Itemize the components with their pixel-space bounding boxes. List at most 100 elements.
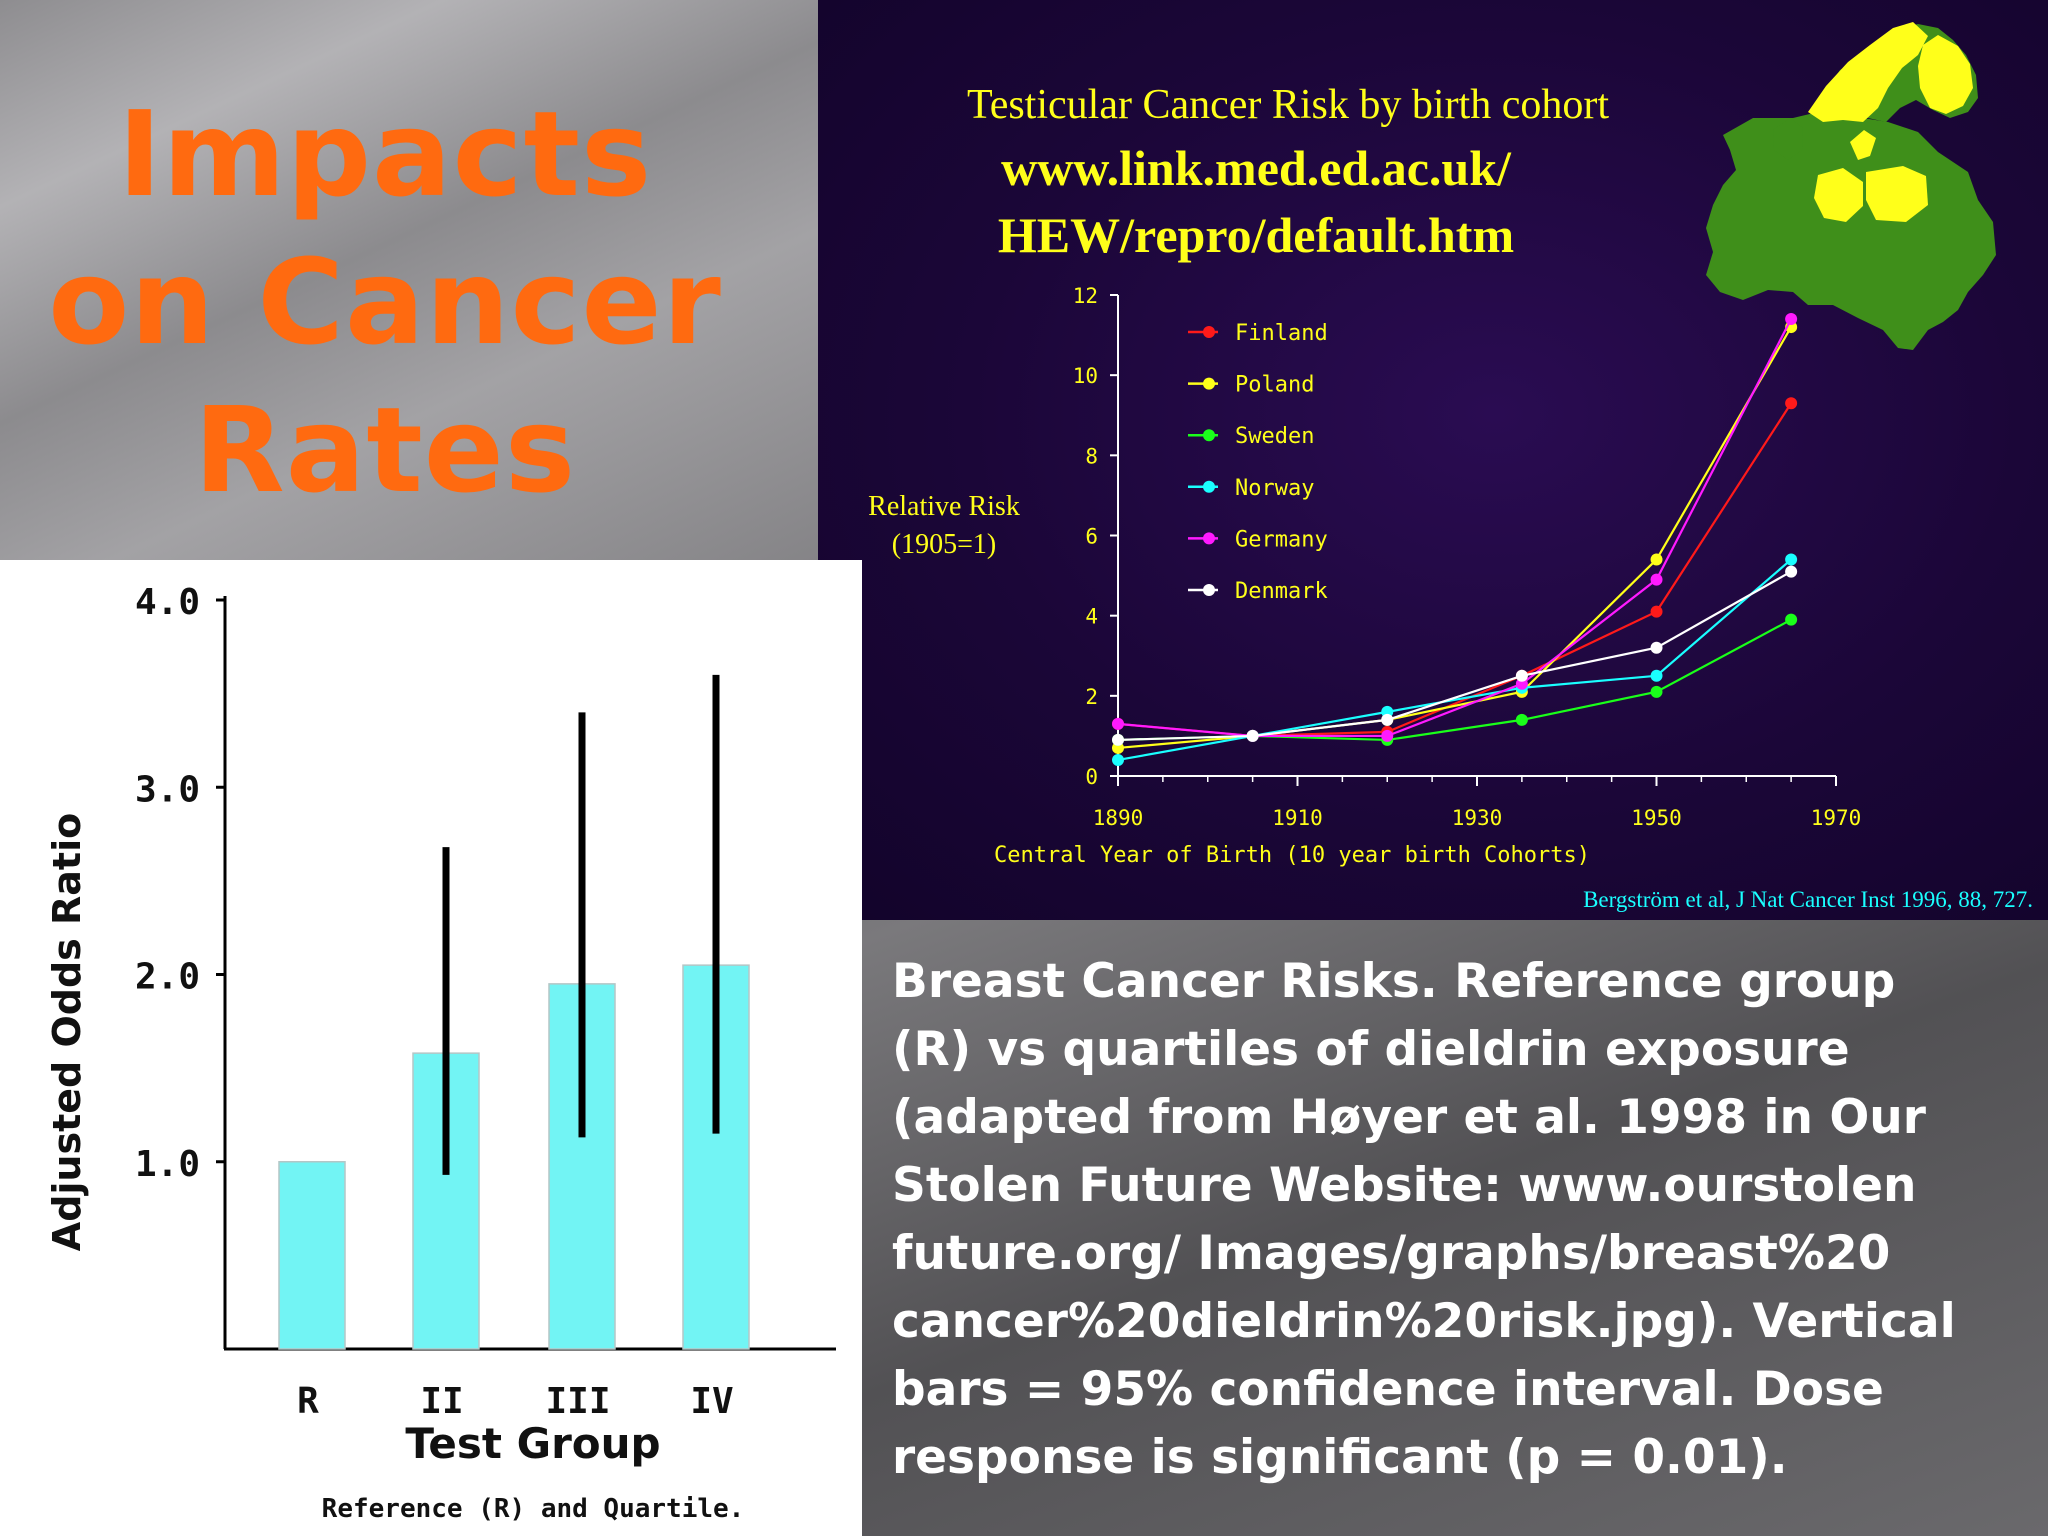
caption-text: Breast Cancer Risks. Reference group (R)… [892,948,2022,1492]
series-line [1117,326,1793,750]
x-tick-label: 1890 [1093,806,1144,830]
y-tick-label: 3.0 [135,769,200,810]
x-tick-label: II [420,1381,463,1422]
x-tick-label: 1950 [1631,806,1682,830]
y-tick-label: 2.0 [135,957,200,998]
x-tick-label: IV [690,1381,733,1422]
y-tick-label: 1.0 [135,1144,200,1185]
data-point [1650,641,1663,654]
data-point [1246,729,1259,742]
data-point [1515,669,1528,682]
data-point [1112,733,1124,746]
legend-swatch-marker [1203,480,1215,493]
title-line: on Cancer [48,233,722,371]
x-ticks: 1890 1910 1930 1950 1970 [1093,776,1862,830]
chart-series [1112,313,1798,766]
testicular-cancer-chart: Testicular Cancer Risk by birth cohort w… [868,22,2033,912]
caption-line: Stolen Future Website: www.ourstolen [892,1158,1917,1213]
series-line [1117,618,1792,742]
x-tick-label: 1970 [1811,806,1862,830]
caption-line: bars = 95% confidence interval. Dose [892,1362,1884,1417]
data-point [1650,669,1663,682]
confidence-intervals [442,674,720,1175]
legend-label: Finland [1235,321,1328,346]
legend-label: Norway [1235,476,1314,501]
y-ticks: 0 2 4 6 8 10 12 [1073,284,1118,789]
chart-subtitle-line: HEW/repro/default.htm [998,207,1514,263]
legend-label: Poland [1235,373,1314,398]
series-line [1117,558,1792,762]
series-line [1117,402,1793,738]
y-tick-label: 2 [1085,685,1098,709]
y-ticks: 1.0 2.0 3.0 4.0 [135,582,225,1185]
series-sweden [1112,613,1798,746]
y-tick-label: 0 [1085,765,1098,789]
data-point [1785,397,1798,410]
x-axis-sublabel: Reference (R) and Quartile. [322,1494,745,1524]
europe-map-icon [1706,22,1996,350]
legend-label: Denmark [1235,579,1328,604]
y-axis-label-line: Relative Risk [868,491,1020,522]
chart-legend: Finland Poland Sweden Norway Germany Denmark [1188,321,1328,604]
series-finland [1112,397,1798,742]
y-tick-label: 10 [1073,364,1098,388]
legend-swatch-marker [1203,429,1215,442]
data-point [1650,553,1663,566]
data-point [1650,573,1663,586]
caption-line: (R) vs quartiles of dieldrin exposure [892,1022,1850,1077]
caption-line: (adapted from Høyer et al. 1998 in Our [892,1090,1926,1145]
breast-cancer-chart: 1.02.03.04.0 R II III IV Adjusted Odds Rati… [45,582,836,1524]
caption-line: response is significant (p = 0.01). [892,1430,1788,1485]
series-germany [1112,313,1798,742]
data-point [1785,565,1798,578]
x-axis-label: Test Group [405,1419,660,1468]
data-point [1785,553,1798,566]
data-point [1785,313,1798,326]
title-panel: Impacts on Cancer Rates [0,0,818,560]
x-tick-label: 1910 [1272,806,1323,830]
caption-line: future.org/ Images/graphs/breast%20 [892,1226,1891,1281]
caption-line: Breast Cancer Risks. Reference group [892,954,1896,1009]
series-line [1117,318,1793,738]
slide-title: Impacts on Cancer Rates [0,80,770,524]
legend-swatch-marker [1203,326,1215,338]
series-denmark [1112,565,1798,746]
series-line [1117,570,1792,742]
testicular-cancer-chart-panel: Testicular Cancer Risk by birth cohort w… [818,0,2048,920]
legend-label: Germany [1235,527,1328,552]
y-axis-label-line: (1905=1) [892,529,996,560]
data-point [1650,685,1663,698]
data-point [1650,605,1663,618]
title-line: Rates [193,381,577,519]
chart-title: Testicular Cancer Risk by birth cohort [967,82,1609,128]
x-tick-labels: R II III IV [297,1381,734,1422]
legend-label: Sweden [1235,424,1314,449]
bar-r [278,1161,346,1350]
data-point [1112,753,1124,766]
source-citation: Bergström et al, J Nat Cancer Inst 1996,… [1583,887,2033,912]
data-point [1515,713,1528,726]
series-norway [1112,553,1798,766]
legend-swatch-marker [1203,532,1215,545]
breast-cancer-chart-panel: 1.0 2.0 3.0 4.0 R II III IV Adjusted Odds Rati… [0,560,862,1536]
x-tick-label: III [545,1381,610,1422]
data-point [1381,729,1394,742]
y-tick-label: 8 [1085,444,1098,468]
data-point [1785,613,1798,626]
x-tick-label: R [297,1381,319,1422]
y-tick-label: 4.0 [135,582,200,623]
chart-subtitle-line: www.link.med.ed.ac.uk/ [1001,140,1512,196]
data-point [1381,713,1394,726]
y-tick-label: 6 [1085,525,1098,549]
x-tick-label: 1930 [1452,806,1503,830]
x-axis-label: Central Year of Birth (10 year birth Coh… [994,843,1590,868]
data-point [1112,717,1124,730]
y-tick-label: 4 [1085,605,1098,629]
y-tick-label: 12 [1073,284,1098,308]
caption-line: cancer%20dieldrin%20risk.jpg). Vertical [892,1294,1956,1349]
y-axis-label: Adjusted Odds Ratio [45,813,89,1251]
legend-swatch-marker [1203,377,1215,390]
bars [278,964,750,1350]
title-line: Impacts [117,85,653,223]
legend-swatch-marker [1203,584,1215,596]
